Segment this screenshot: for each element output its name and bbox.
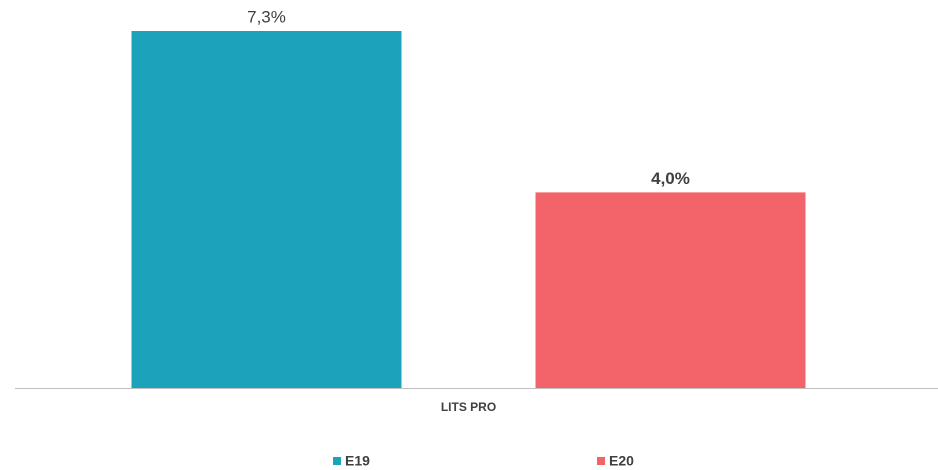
legend-label: E20 <box>609 453 634 469</box>
bar <box>535 192 806 388</box>
legend-swatch <box>333 457 341 465</box>
legend-label: E19 <box>345 453 370 469</box>
legend-swatch <box>597 457 605 465</box>
value-label: 4,0% <box>651 169 690 188</box>
bar <box>131 31 402 388</box>
value-label: 7,3% <box>247 7 286 26</box>
x-tick-label: LITS PRO <box>441 400 496 414</box>
